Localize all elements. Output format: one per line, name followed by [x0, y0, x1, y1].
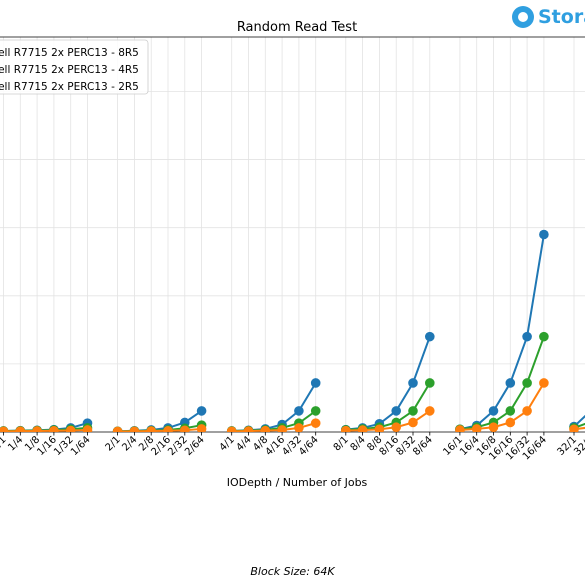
x-tick-label: 1/64 — [69, 434, 93, 458]
x-tick-label: 4/64 — [297, 434, 321, 458]
block-size-footnote: Block Size: 64K — [250, 565, 335, 578]
x-tick-label: 2/64 — [183, 434, 207, 458]
grid — [0, 36, 585, 433]
x-tick-label: 2/4 — [120, 434, 139, 453]
legend-box — [0, 39, 149, 95]
legend: Dell R7715 2x PERC13 - 8R5 Dell R7715 2x … — [0, 39, 149, 95]
series-line — [459, 234, 545, 431]
storagereview-logo-icon — [512, 6, 534, 28]
data-point — [391, 406, 402, 416]
series-layer — [0, 229, 585, 432]
data-point — [539, 331, 549, 342]
data-point — [505, 406, 516, 416]
data-point — [357, 425, 368, 432]
legend-entry: Dell R7715 2x PERC13 - 8R5 — [0, 47, 139, 59]
data-point — [522, 378, 532, 388]
data-point — [15, 426, 26, 432]
data-point — [129, 426, 140, 432]
data-point — [341, 425, 351, 432]
data-point — [49, 425, 59, 432]
data-point — [391, 422, 401, 432]
legend-entry: Dell R7715 2x PERC13 - 4R5 — [0, 64, 139, 76]
brand-logo-text: Stora — [538, 6, 585, 28]
data-point — [310, 418, 321, 428]
data-point — [294, 423, 304, 432]
x-tick-label: 4/1 — [218, 434, 237, 453]
data-point — [277, 425, 287, 432]
data-point — [260, 425, 271, 432]
x-tick-label: 2/1 — [104, 434, 123, 453]
series-line — [459, 382, 545, 431]
series-line — [573, 426, 585, 431]
data-point — [522, 406, 532, 416]
x-tick-label: 1/4 — [6, 434, 25, 453]
data-point — [471, 424, 482, 432]
data-point — [196, 406, 207, 416]
data-point — [505, 417, 516, 428]
data-point — [455, 425, 465, 432]
data-point — [425, 406, 435, 416]
x-tick-label: 4/4 — [234, 434, 253, 453]
series-line — [573, 414, 585, 428]
data-point — [408, 417, 418, 428]
data-point — [310, 406, 321, 416]
data-point — [505, 378, 516, 388]
data-point — [226, 426, 237, 432]
x-tick-label: 1/1 — [0, 434, 9, 453]
data-point — [112, 426, 123, 432]
legend-entry: Dell R7715 2x PERC13 - 2R5 — [0, 81, 139, 93]
data-point — [0, 426, 9, 432]
data-point — [310, 378, 321, 388]
data-point — [425, 331, 435, 342]
data-point — [408, 378, 418, 388]
data-point — [539, 229, 549, 240]
series-line — [573, 422, 585, 429]
data-point — [180, 425, 190, 432]
x-axis-label: IODepth / Number of Jobs — [227, 476, 368, 489]
data-point — [294, 406, 304, 416]
data-point — [32, 426, 42, 432]
data-point — [408, 406, 418, 416]
x-tick-label: 8/64 — [411, 434, 435, 458]
data-point — [539, 378, 549, 388]
data-point — [65, 425, 76, 432]
data-point — [196, 424, 207, 432]
data-point — [163, 425, 173, 432]
data-point — [82, 425, 93, 432]
x-tick-label: 8/4 — [349, 434, 368, 453]
data-point — [522, 331, 532, 342]
data-point — [569, 424, 579, 432]
x-tick-labels: 1/11/41/81/161/321/64 2/12/42/82/162/322/… — [0, 432, 585, 463]
data-point — [243, 426, 254, 432]
data-point — [146, 426, 156, 432]
data-point — [488, 422, 499, 432]
data-point — [374, 424, 385, 432]
x-tick-label: 8/1 — [332, 434, 351, 453]
chart-title: Random Read Test — [237, 20, 357, 35]
brand-logo: Stora — [512, 6, 585, 28]
data-point — [425, 378, 435, 388]
data-point — [488, 406, 499, 416]
